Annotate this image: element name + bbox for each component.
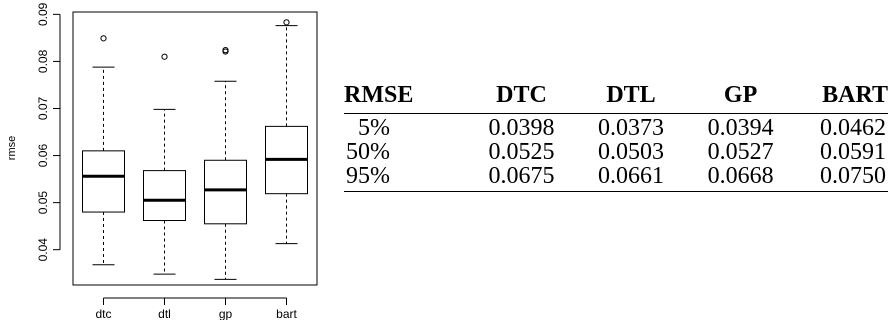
table-cell: 0.0462	[820, 115, 886, 141]
y-axis-label: rmse	[6, 136, 18, 160]
x-tick-label: dtl	[158, 307, 171, 320]
table-header-cell: BART	[795, 80, 888, 114]
y-tick-label: 0.04	[36, 238, 50, 262]
table-cell: 95%	[344, 164, 467, 192]
table-header-cell: RMSE	[344, 80, 467, 114]
table-cell: 0.0668	[685, 164, 796, 192]
table-cell: 0.0503	[598, 139, 665, 165]
table-cell: 0.0527	[707, 139, 774, 165]
y-tick-label: 0.06	[36, 144, 50, 168]
table-row: 50% 0.0525 0.0503 0.0527 0.0591	[344, 140, 888, 164]
table-header-cell: DTC	[466, 80, 577, 114]
table-cell: 0.0525	[488, 139, 555, 165]
table-cell: 5%	[358, 115, 390, 141]
table-cell: 50%	[346, 139, 390, 165]
iqr-box	[82, 150, 125, 213]
box-bart	[265, 19, 308, 245]
table-cell: 0.0661	[576, 164, 686, 192]
rmse-boxplot: 0.04 0.05 0.06 0.07 0.08 0.09 dtc dtl gp bart rm…	[6, 2, 318, 320]
table-header-row: RMSE DTC DTL GP BART	[344, 80, 888, 114]
table-cell: 0.0398	[488, 115, 555, 141]
table-cell: 0.0394	[707, 115, 774, 141]
box-series	[82, 19, 308, 280]
x-tick-label: gp	[219, 307, 233, 320]
plot-frame	[72, 11, 318, 286]
y-tick-label: 0.05	[36, 191, 50, 215]
table-cell: 0.0591	[820, 139, 886, 165]
box-dtc	[82, 35, 125, 266]
y-tick-label: 0.09	[36, 2, 50, 26]
table-cell: 0.0750	[795, 164, 888, 192]
y-tick-label: 0.07	[36, 96, 50, 120]
box-gp	[204, 47, 247, 280]
x-tick-label: bart	[276, 307, 297, 320]
x-axis: dtc dtl gp bart	[95, 297, 298, 320]
table-cell: 0.0675	[466, 164, 577, 192]
table-row: 5% 0.0398 0.0373 0.0394 0.0462	[344, 114, 888, 141]
iqr-box	[143, 170, 186, 222]
y-tick-label: 0.08	[36, 49, 50, 73]
table-cell: 0.0373	[598, 115, 665, 141]
iqr-box	[204, 159, 247, 225]
outlier-point	[100, 35, 107, 42]
x-tick-label: dtc	[95, 307, 111, 320]
rmse-quantile-table: RMSE DTC DTL GP BART 5% 0.0398 0.0373 0.…	[344, 80, 888, 192]
outlier-point	[222, 47, 229, 54]
outlier-point	[283, 19, 290, 26]
table-row: 95% 0.0675 0.0661 0.0668 0.0750	[344, 164, 888, 192]
table-header-cell: GP	[685, 80, 796, 114]
table-header-cell: DTL	[576, 80, 686, 114]
y-axis: 0.04 0.05 0.06 0.07 0.08 0.09	[36, 2, 61, 262]
outlier-point	[161, 53, 168, 60]
box-dtl	[143, 53, 186, 275]
